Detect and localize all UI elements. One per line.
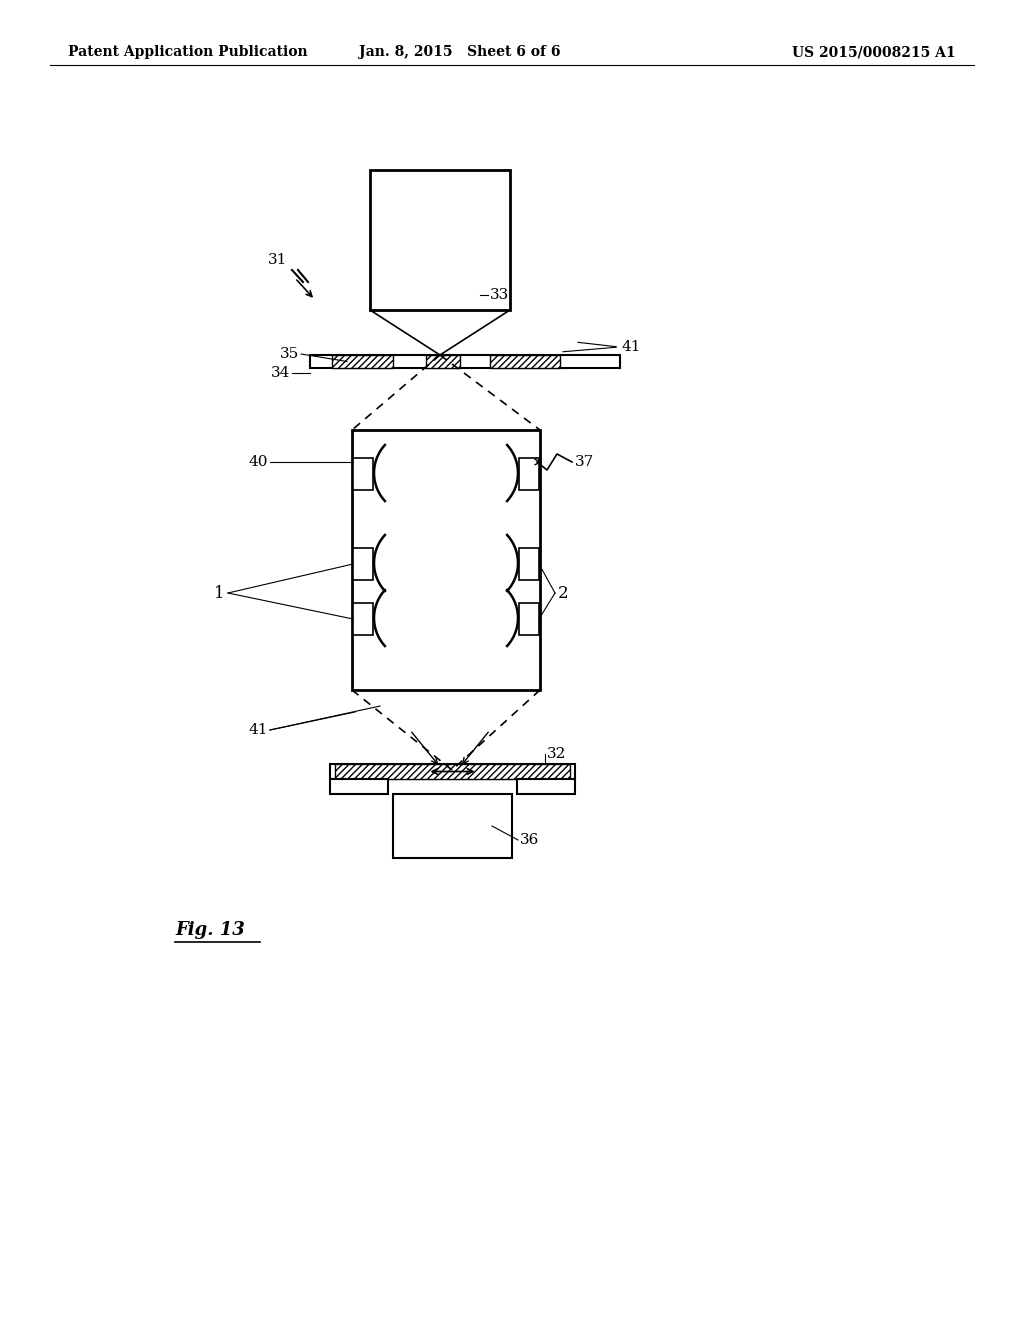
Bar (393, 795, 512, 858)
Text: 32: 32 (547, 747, 566, 762)
Bar (370, 170, 510, 310)
Text: 33: 33 (490, 288, 509, 302)
Bar (310, 355, 620, 368)
Text: 1: 1 (214, 585, 225, 602)
Text: Fig. 13: Fig. 13 (175, 921, 245, 939)
Bar (332, 355, 393, 368)
Bar (353, 548, 373, 579)
Bar (519, 458, 539, 490)
Text: 31: 31 (268, 253, 288, 267)
Text: 40: 40 (249, 455, 268, 469)
Bar (330, 779, 388, 795)
Bar (426, 355, 460, 368)
Text: Jan. 8, 2015   Sheet 6 of 6: Jan. 8, 2015 Sheet 6 of 6 (359, 45, 561, 59)
Text: 37: 37 (575, 455, 594, 469)
Text: US 2015/0008215 A1: US 2015/0008215 A1 (793, 45, 956, 59)
Bar (335, 764, 570, 779)
Text: Patent Application Publication: Patent Application Publication (68, 45, 307, 59)
Bar (490, 355, 560, 368)
Text: 41: 41 (249, 723, 268, 737)
Bar (519, 548, 539, 579)
Bar (330, 764, 575, 779)
Text: 36: 36 (520, 833, 540, 847)
Text: 2: 2 (558, 585, 568, 602)
Text: 34: 34 (270, 366, 290, 380)
Text: 41: 41 (622, 341, 641, 354)
Bar (353, 458, 373, 490)
Bar (517, 779, 575, 795)
Text: 35: 35 (280, 347, 299, 360)
Bar (519, 603, 539, 635)
Bar (353, 603, 373, 635)
Bar (352, 430, 540, 690)
